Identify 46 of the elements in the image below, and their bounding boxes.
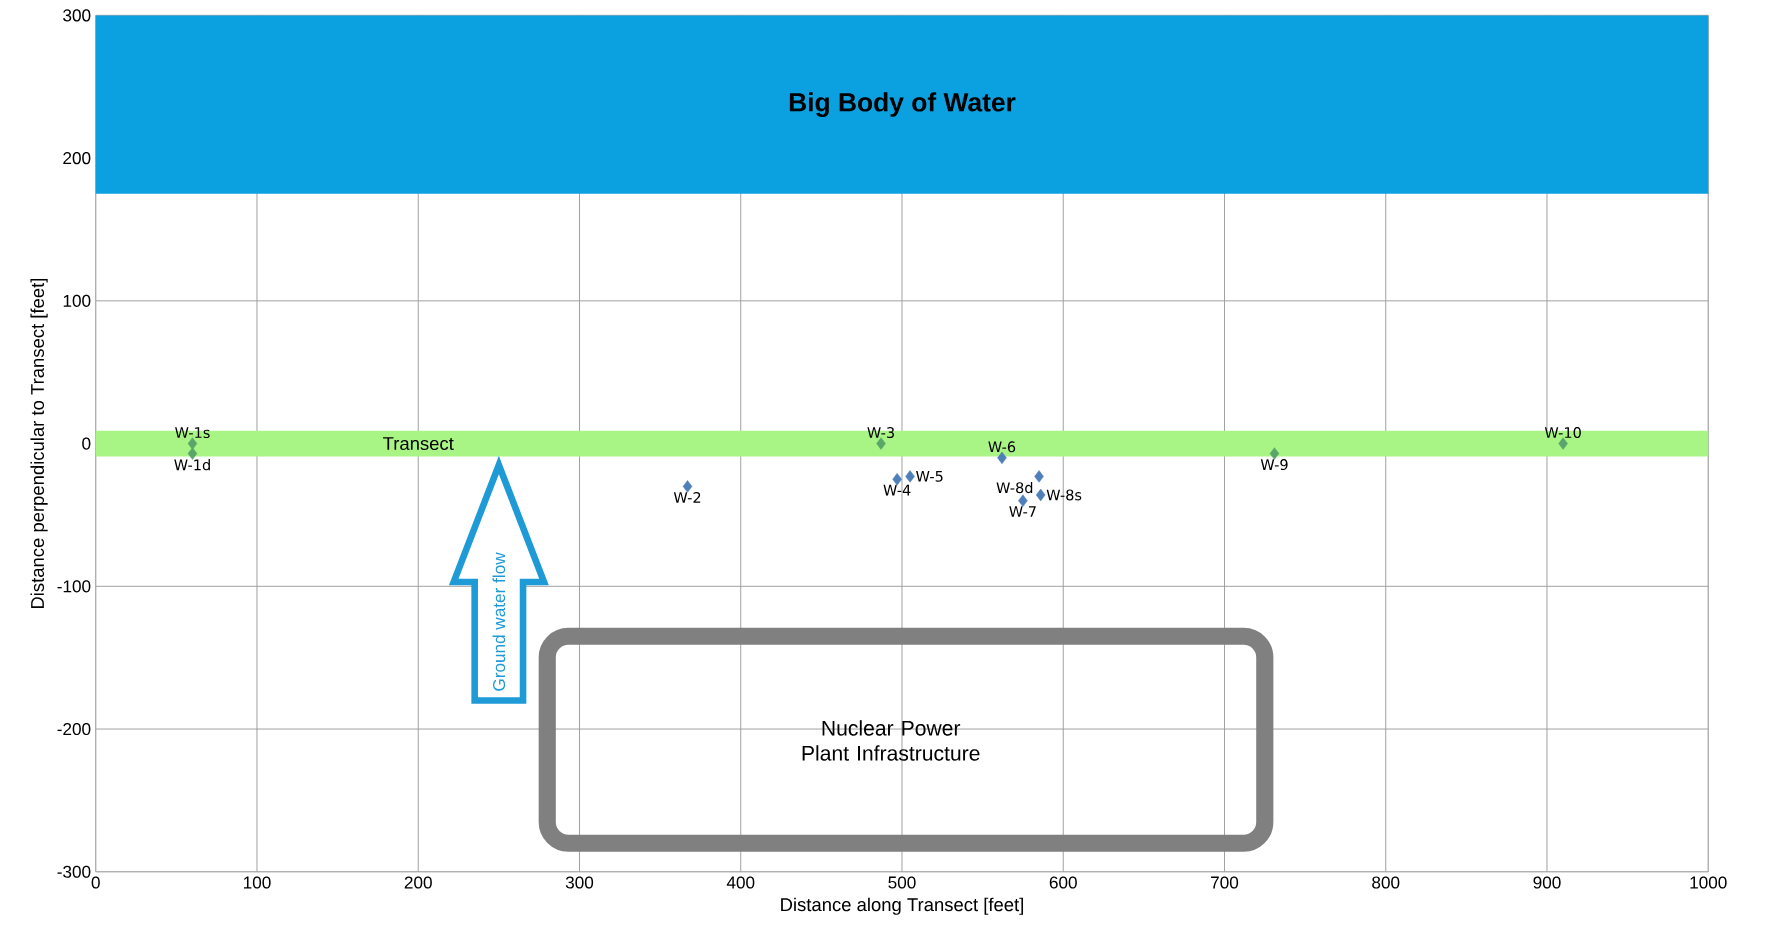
annotation: Nuclear Power Plant Infrastructure [802, 720, 980, 761]
point [1035, 488, 1046, 502]
annotation: W-7 [1009, 506, 1036, 517]
x-tick-label: 400 [726, 876, 755, 889]
x-tick-label: 0 [91, 876, 100, 889]
band-label: Big Body of Water [789, 92, 1016, 117]
y-tick-label: 300 [63, 9, 91, 22]
point [1269, 447, 1280, 460]
annotation: W-8s [1046, 489, 1082, 501]
annotation: W-3 [867, 427, 894, 438]
x-tick-label: 600 [1049, 876, 1077, 889]
annotation: W-8d [996, 481, 1033, 494]
x-tick-label: 700 [1211, 876, 1239, 889]
y-axis-title: Distance perpendicular to Transect [feet] [30, 278, 48, 609]
y-tick-label: 200 [63, 151, 91, 165]
y-tick-label: -300 [57, 865, 91, 878]
y-tick-label: 0 [82, 437, 91, 450]
annotation: W-2 [673, 491, 701, 503]
point [905, 470, 915, 483]
band-label: Transect [383, 437, 454, 450]
x-tick-label: 800 [1372, 876, 1400, 889]
annotation: W-6 [988, 441, 1016, 453]
annotation: W-1d [174, 459, 210, 471]
annotation: Ground water flow [492, 552, 506, 691]
point [187, 447, 198, 460]
x-axis-title: Distance along Transect [feet] [781, 897, 1023, 915]
annotation: W-1s [175, 427, 210, 438]
point [682, 480, 693, 493]
x-tick-label: 200 [404, 876, 432, 889]
point [1034, 470, 1044, 483]
x-tick-label: 1000 [1690, 876, 1727, 889]
x-tick-label: 500 [888, 876, 916, 889]
x-tick-label: 100 [243, 876, 271, 889]
y-tick-label: -200 [57, 722, 91, 736]
y-tick-label: 100 [63, 294, 91, 307]
y-tick-label: -100 [57, 580, 91, 593]
point [187, 437, 198, 450]
annotation: W-10 [1544, 427, 1581, 438]
x-tick-label: 900 [1533, 876, 1561, 889]
annotation: W-9 [1260, 459, 1288, 471]
annotation: W-4 [883, 484, 911, 496]
point [876, 437, 886, 450]
point [1018, 494, 1028, 507]
x-tick-label: 300 [565, 876, 594, 889]
point [1558, 437, 1568, 450]
annotation: W-5 [916, 470, 943, 482]
